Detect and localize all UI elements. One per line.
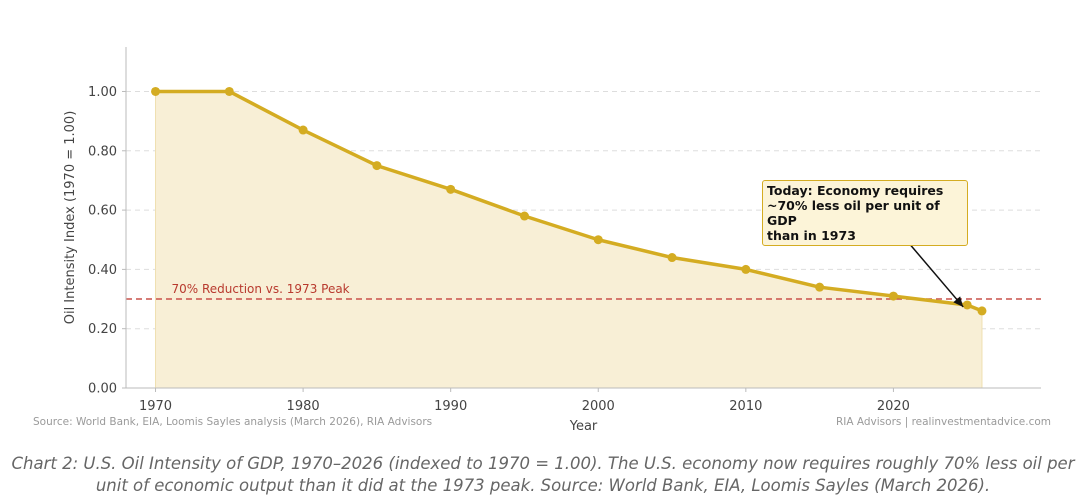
y-tick-label: 0.00 — [88, 382, 117, 397]
source-note: Source: World Bank, EIA, Loomis Sayles a… — [33, 416, 432, 428]
x-tick-label: 1980 — [287, 399, 320, 414]
data-point — [446, 184, 456, 194]
annotation-line: than in 1973 — [767, 228, 856, 243]
x-tick-label: 1990 — [434, 399, 467, 414]
y-tick-label: 0.20 — [88, 322, 117, 337]
tick-labels: 0.00 0.20 0.40 0.60 0.80 1.00 1970 1980 1990 2000… — [88, 85, 910, 414]
y-tick-label: 1.00 — [88, 85, 117, 100]
x-tick-label: 2010 — [729, 399, 762, 414]
annotation-line: ~70% less oil per unit of GDP — [767, 198, 940, 228]
axes — [125, 47, 1041, 389]
reference-line-label: 70% Reduction vs. 1973 Peak — [172, 282, 350, 296]
data-point — [151, 86, 161, 96]
data-point — [888, 291, 898, 301]
data-point — [667, 253, 677, 263]
x-axis-title: Year — [569, 419, 598, 434]
figure-caption: Chart 2: U.S. Oil Intensity of GDP, 1970… — [11, 454, 1075, 495]
data-points — [151, 86, 987, 316]
y-tick-label: 0.40 — [88, 263, 117, 278]
data-point — [741, 264, 751, 274]
oil-intensity-chart: 70% Reduction vs. 1973 Peak 0.00 0.20 0.40… — [33, 47, 1051, 434]
x-tick-label: 2020 — [877, 399, 910, 414]
data-point — [298, 125, 308, 135]
data-point — [593, 235, 603, 245]
y-axis-title: Oil Intensity Index (1970 = 1.00) — [63, 111, 78, 325]
annotation-arrow — [901, 234, 964, 308]
annotation-box: Today: Economy requires ~70% less oil pe… — [762, 180, 968, 246]
x-tick-label: 1970 — [139, 399, 172, 414]
y-tick-label: 0.80 — [88, 144, 117, 159]
x-tick-label: 2000 — [582, 399, 615, 414]
y-tick-label: 0.60 — [88, 204, 117, 219]
data-point — [815, 282, 825, 292]
annotation-arrowhead — [953, 296, 964, 307]
data-point — [962, 300, 972, 310]
data-point — [977, 306, 987, 316]
data-point — [519, 211, 529, 221]
attribution-note: RIA Advisors | realinvestmentadvice.com — [836, 416, 1051, 428]
data-point — [224, 86, 234, 96]
annotation-line: Today: Economy requires — [767, 183, 944, 198]
data-point — [372, 161, 382, 171]
